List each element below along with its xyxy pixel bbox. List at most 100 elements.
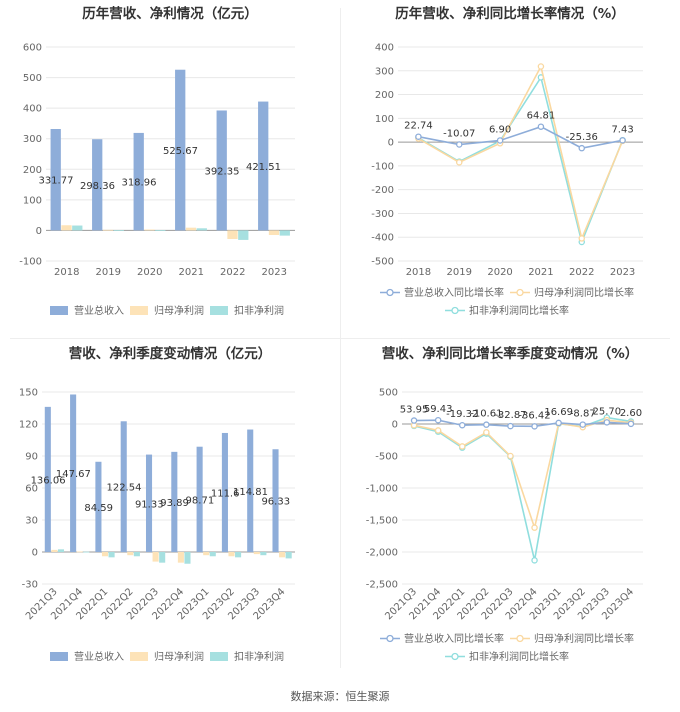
bar [92,139,103,231]
y-tick-label: 400 [375,43,394,54]
chart-svg: 历年营收、净利同比增长率情况（%） -500 -400 -300 -200 -100 0 10… [371,5,643,317]
data-label: 59.43 [424,404,453,415]
bar [221,432,228,552]
bar [101,552,109,557]
chart-title: 营收、净利季度变动情况（亿元） [69,345,272,362]
x-tick-label: 2021 [528,267,553,278]
series-point [619,137,626,144]
quarterly-revenue-profit-chart: 营收、净利季度变动情况（亿元） -30 0 30 60 90 120 150 2021Q3 202… [0,340,340,680]
series-point [410,417,418,424]
x-tick-label: 2018 [406,267,431,278]
legend-label: 营业总收入 [74,304,124,317]
series-point [458,443,466,450]
data-label: -25.36 [566,132,598,143]
series-line [418,64,624,241]
data-label: 298.36 [80,181,115,192]
bar [57,549,65,552]
data-label: 53.95 [400,405,429,416]
series-point [537,123,545,130]
bar [235,552,242,558]
series-point [483,429,490,436]
bar [44,406,51,552]
bar [268,230,280,236]
bar [177,552,184,563]
legend-label: 归母净利润 [154,650,204,663]
bar [51,549,58,552]
bar [133,132,144,231]
annual-revenue-profit-chart: 历年营收、净利情况（亿元） -100 0 100 200 300 400 500 600 2018… [0,0,340,340]
y-tick-label: 0 [36,226,42,237]
legend-label: 扣非净利润同比增长率 [469,650,569,663]
data-label: 98.71 [186,495,215,506]
quarterly-growth-rate-chart: 营收、净利同比增长率季度变动情况（%） -2,500 -2,000 -1,500 -1,… [340,340,680,680]
annual-growth-rate-chart: 历年营收、净利同比增长率情况（%） -500 -400 -300 -200 -100 0 10… [340,0,680,340]
data-label: 525.67 [163,146,198,157]
series-point [483,421,490,428]
series-point [496,137,504,144]
bar [258,101,269,231]
series-line [414,419,631,428]
x-tick-label: 2020 [137,267,162,278]
series-point [455,141,463,148]
y-tick-label: 120 [19,420,38,431]
bar [196,446,203,552]
data-label: -32.87 [494,410,526,421]
series-point [531,423,538,430]
y-tick-label: 0 [392,420,398,431]
bar [209,552,216,557]
bar [272,449,279,552]
bar [185,227,197,231]
bar [159,552,166,563]
data-label: 84.59 [84,503,113,514]
chart-svg: 历年营收、净利情况（亿元） -100 0 100 200 300 400 500 600 2018… [19,5,295,317]
series-line [418,75,624,245]
y-tick-label: 150 [19,388,38,399]
x-tick-label: 2020 [487,267,512,278]
y-tick-label: 600 [23,43,42,54]
legend-swatch [50,652,68,661]
series-point [415,133,422,140]
data-label: 96.33 [261,497,290,508]
legend-swatch [210,652,228,661]
chart-title: 历年营收、净利同比增长率情况（%） [395,5,625,22]
bar [144,229,155,231]
y-tick-label: 400 [23,104,42,115]
bar [253,552,260,555]
y-tick-label: -500 [371,257,394,268]
bar [50,129,61,231]
y-tick-label: 0 [388,138,394,149]
data-label: 16.69 [544,407,573,418]
series-point [507,452,514,460]
data-label: -8.87 [570,409,596,420]
bar [279,552,286,558]
legend-label: 营业总收入同比增长率 [404,286,504,299]
bar [108,552,115,558]
legend-label: 归母净利润 [154,304,204,317]
data-label: 6.90 [489,124,511,135]
y-tick-label: 500 [23,73,42,84]
data-label: 122.54 [106,483,141,494]
series-point [455,159,463,166]
data-label: 91.33 [135,499,164,510]
data-label: 111.6 [211,488,240,499]
data-label: -19.32 [446,409,478,420]
legend-label: 扣非净利润 [234,650,284,663]
data-label: 136.06 [31,475,66,486]
series-point [603,419,611,426]
y-tick-label: -2,000 [366,548,398,559]
legend-label: 归母净利润同比增长率 [534,632,634,645]
data-label: 114.81 [233,487,268,498]
y-tick-label: -100 [19,257,42,268]
data-label: 392.35 [204,166,239,177]
horizontal-divider [10,338,670,339]
data-label: 2.60 [620,408,642,419]
series-line [418,125,623,149]
y-tick-label: -200 [371,185,394,196]
bar [152,552,159,562]
y-tick-label: -400 [371,233,394,244]
bar [203,552,210,556]
y-tick-label: -300 [371,209,394,220]
y-tick-label: 100 [375,114,394,125]
bar [285,552,292,559]
series-point [434,416,442,424]
